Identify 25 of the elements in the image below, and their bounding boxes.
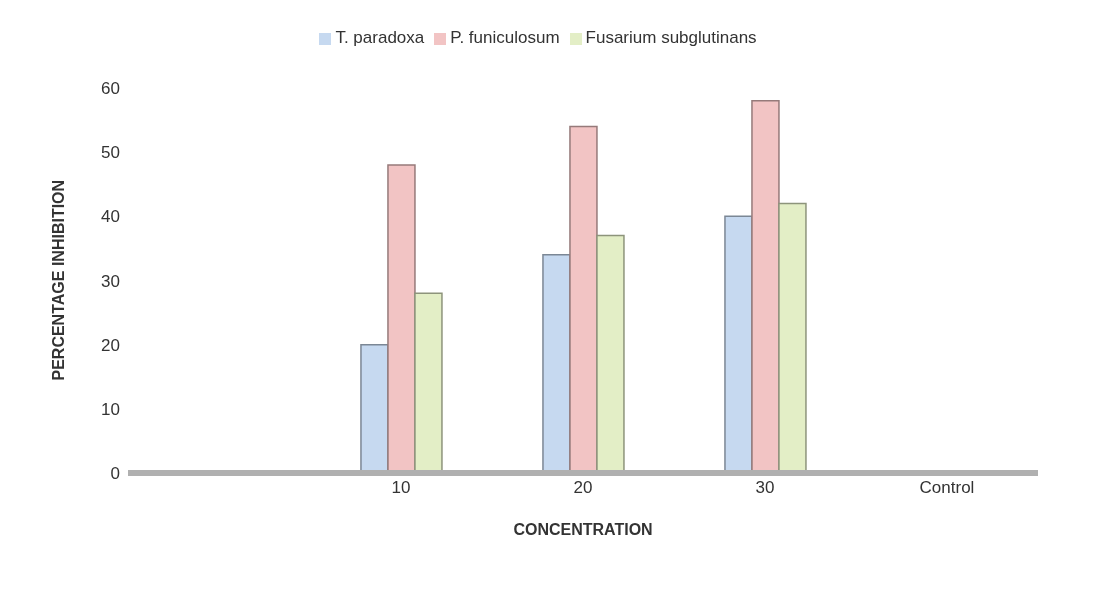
y-tick-label: 30	[101, 271, 120, 291]
legend-label: P. funiculosum	[450, 28, 560, 47]
legend-label: T. paradoxa	[335, 28, 425, 47]
x-axis-title: CONCENTRATION	[513, 521, 653, 538]
bar	[360, 343, 389, 473]
y-tick-label: 0	[110, 464, 120, 484]
y-tick-label: 20	[101, 335, 120, 355]
bar	[751, 100, 780, 473]
bar	[542, 254, 571, 473]
y-tick-label: 50	[101, 143, 120, 163]
y-tick-label: 60	[101, 79, 120, 99]
y-tick-label: 40	[101, 207, 120, 227]
x-tick-label: Control	[919, 478, 975, 498]
bar	[414, 292, 443, 473]
x-tick-label: 10	[391, 478, 411, 498]
x-tick-label: 30	[755, 478, 775, 498]
x-tick-label: 20	[573, 478, 593, 498]
y-tick-label: 10	[101, 399, 120, 419]
y-axis-title: PERCENTAGE INHIBITION	[49, 179, 67, 381]
bar	[569, 125, 598, 473]
bar	[724, 215, 753, 473]
bar	[596, 234, 625, 473]
bar	[778, 202, 807, 473]
bar	[387, 164, 416, 473]
legend-label: Fusarium subglutinans	[585, 28, 757, 47]
